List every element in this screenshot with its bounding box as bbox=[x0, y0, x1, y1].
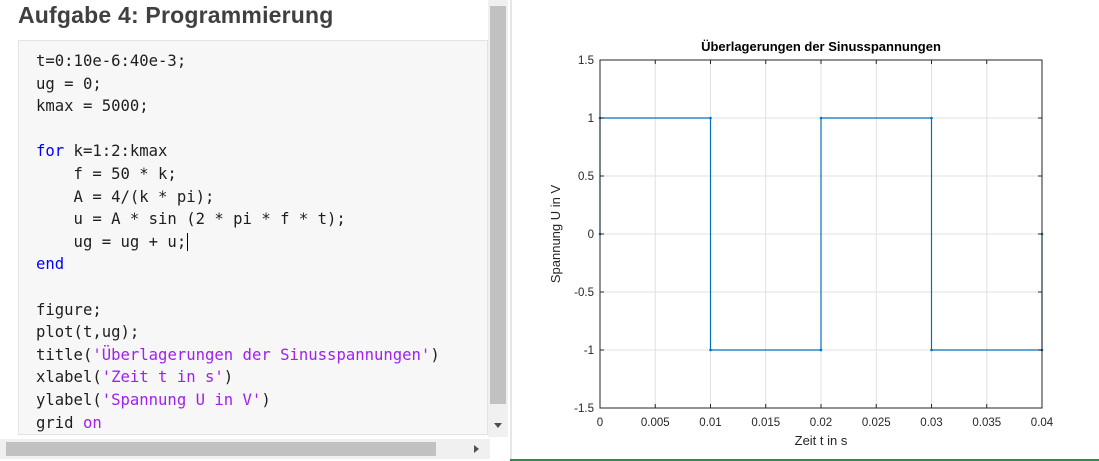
code-line: title('Überlagerungen der Sinusspannunge… bbox=[36, 344, 440, 367]
horizontal-scroll-thumb[interactable] bbox=[6, 442, 436, 456]
vertical-scrollbar[interactable] bbox=[488, 0, 508, 437]
code-line: ug = ug + u; bbox=[36, 231, 440, 254]
x-tick-label: 0.005 bbox=[641, 417, 670, 429]
code-token-plain: A = 4/(k * pi); bbox=[36, 187, 215, 206]
code-token-plain: f = 50 * k; bbox=[36, 164, 177, 183]
code-token-plain: plot(t,ug); bbox=[36, 323, 140, 342]
y-tick-label: 0.5 bbox=[578, 171, 594, 183]
editor-pane: Aufgabe 4: Programmierung t=0:10e-6:40e-… bbox=[0, 0, 510, 461]
code-token-plain: ug = 0; bbox=[36, 74, 102, 93]
x-tick-label: 0.035 bbox=[972, 417, 1001, 429]
chart-title: Überlagerungen der Sinusspannungen bbox=[701, 39, 941, 54]
x-tick-label: 0.015 bbox=[751, 417, 780, 429]
code-token-string: 'Überlagerungen der Sinusspannungen' bbox=[92, 345, 431, 364]
y-tick-label: 0 bbox=[588, 229, 594, 241]
code-lines: t=0:10e-6:40e-3; ug = 0; kmax = 5000; for k… bbox=[36, 50, 440, 434]
y-tick-label: 1.5 bbox=[578, 55, 594, 67]
data-point bbox=[819, 348, 823, 352]
section-title: Aufgabe 4: Programmierung bbox=[18, 2, 334, 28]
x-tick-label: 0.025 bbox=[862, 417, 891, 429]
chevron-right-icon[interactable] bbox=[466, 439, 488, 459]
y-axis-label: Spannung U in V bbox=[548, 185, 563, 284]
code-line: t=0:10e-6:40e-3; bbox=[36, 50, 440, 73]
code-token-plain: k=1:2:kmax bbox=[64, 142, 168, 161]
figure-pane: 0 0.005 0.01 0.015 0.02 0.025 0.03 0.035 0.04 -1.… bbox=[512, 0, 1099, 459]
code-token-string: on bbox=[82, 413, 102, 432]
code-token-keyword: for bbox=[36, 142, 65, 161]
code-token-plain: title( bbox=[36, 345, 93, 364]
y-tick-label: -1.5 bbox=[574, 403, 594, 415]
code-line: for k=1:2:kmax bbox=[36, 140, 440, 163]
code-token-string: 'Zeit t in s' bbox=[101, 368, 224, 387]
data-point bbox=[819, 116, 823, 120]
ticks: 0 0.005 0.01 0.015 0.02 0.025 0.03 0.035 0.04 -1.… bbox=[574, 55, 1054, 429]
code-token-plain: ) bbox=[261, 390, 271, 409]
code-token-plain: ylabel( bbox=[36, 390, 102, 409]
y-tick-label: -1 bbox=[584, 345, 594, 357]
bottom-edge-line bbox=[510, 459, 1099, 461]
code-line: plot(t,ug); bbox=[36, 321, 440, 344]
series-layer bbox=[598, 116, 1044, 352]
x-tick-label: 0.03 bbox=[920, 417, 942, 429]
chevron-down-icon[interactable] bbox=[488, 414, 508, 436]
x-tick-label: 0.01 bbox=[699, 417, 721, 429]
data-point bbox=[709, 348, 712, 352]
y-tick-label: -0.5 bbox=[574, 287, 594, 299]
code-editor[interactable]: t=0:10e-6:40e-3; ug = 0; kmax = 5000; for k… bbox=[18, 40, 488, 435]
code-line: u = A * sin (2 * pi * f * t); bbox=[36, 208, 440, 231]
code-line: end bbox=[36, 253, 440, 276]
code-token-plain: xlabel( bbox=[36, 368, 102, 387]
code-line bbox=[36, 118, 440, 141]
pane-divider bbox=[510, 0, 512, 461]
data-point bbox=[930, 348, 933, 352]
data-point bbox=[930, 116, 933, 120]
code-token-plain: ) bbox=[430, 345, 440, 364]
chart: 0 0.005 0.01 0.015 0.02 0.025 0.03 0.035 0.04 -1.… bbox=[548, 39, 1054, 448]
code-line: figure; bbox=[36, 299, 440, 322]
code-token-keyword: end bbox=[36, 255, 65, 274]
text-cursor bbox=[187, 233, 189, 252]
x-tick-label: 0 bbox=[597, 417, 603, 429]
code-line bbox=[36, 276, 440, 299]
code-token-plain: figure; bbox=[36, 300, 102, 319]
x-tick-label: 0.04 bbox=[1031, 417, 1054, 429]
code-token-plain: grid bbox=[36, 413, 83, 432]
vertical-scroll-thumb[interactable] bbox=[490, 6, 506, 404]
horizontal-scrollbar[interactable] bbox=[0, 439, 490, 459]
y-tick-label: 1 bbox=[588, 113, 594, 125]
code-token-plain: ) bbox=[223, 368, 234, 387]
code-line: xlabel('Zeit t in s') bbox=[36, 366, 440, 389]
x-tick-label: 0.02 bbox=[810, 417, 832, 429]
code-token-plain: ug = ug + u; bbox=[36, 232, 187, 251]
code-line: kmax = 5000; bbox=[36, 95, 440, 118]
code-token-plain: u = A * sin (2 * pi * f * t); bbox=[36, 210, 346, 229]
data-point bbox=[709, 116, 712, 120]
code-line: ylabel('Spannung U in V') bbox=[36, 389, 440, 412]
code-token-plain: t=0:10e-6:40e-3; bbox=[36, 52, 187, 70]
x-axis-label: Zeit t in s bbox=[795, 433, 848, 448]
series-line bbox=[599, 117, 1043, 351]
code-token-string: 'Spannung U in V' bbox=[101, 390, 262, 409]
code-line: A = 4/(k * pi); bbox=[36, 186, 440, 209]
code-token-plain: kmax = 5000; bbox=[36, 97, 149, 116]
code-line: f = 50 * k; bbox=[36, 163, 440, 186]
code-line: ug = 0; bbox=[36, 73, 440, 96]
code-line: grid on bbox=[36, 412, 440, 435]
